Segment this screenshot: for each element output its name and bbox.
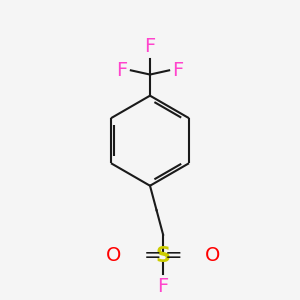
Text: O: O [106,246,122,265]
Text: F: F [158,277,169,296]
Text: =: = [164,246,182,266]
Text: F: F [116,61,128,80]
Text: =: = [144,246,162,266]
Text: F: F [144,37,156,56]
Text: S: S [156,246,171,266]
Text: O: O [205,246,220,265]
Text: F: F [172,61,184,80]
